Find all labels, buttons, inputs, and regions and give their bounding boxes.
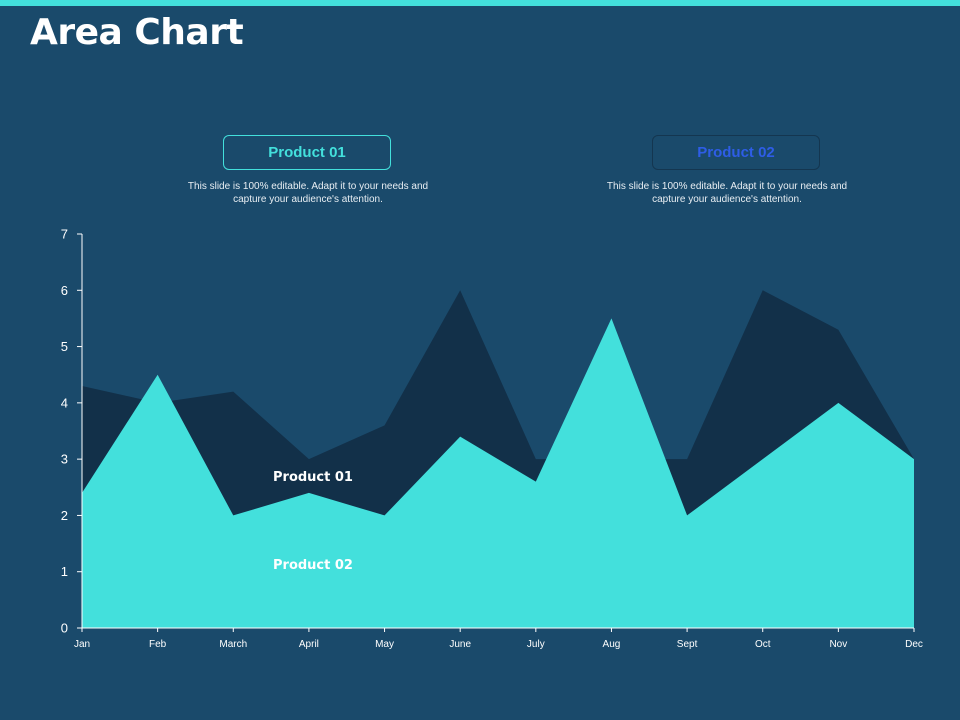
x-tick-label: June (449, 639, 471, 650)
chart-axes (77, 233, 915, 632)
legend-product-01: Product 01 (223, 135, 391, 170)
legend-product-02: Product 02 (652, 135, 820, 170)
x-tick-label: Aug (603, 639, 621, 650)
y-axis-tick-labels: 0 1 2 3 4 5 6 7 (61, 227, 68, 636)
chart-areas (82, 290, 914, 628)
x-tick-label: Jan (74, 639, 90, 650)
x-tick-label: Oct (755, 639, 771, 650)
x-tick-label: Sept (677, 639, 698, 650)
x-tick-label: Nov (829, 639, 847, 650)
x-tick-label: Dec (905, 639, 923, 650)
y-tick-label: 1 (61, 564, 68, 579)
y-tick-label: 6 (61, 283, 68, 298)
legend-product-01-description: This slide is 100% editable. Adapt it to… (187, 181, 429, 205)
series-label-1: Product 01 (273, 470, 353, 485)
x-tick-label: April (299, 639, 319, 650)
x-tick-label: May (375, 639, 394, 650)
area-series-2 (82, 318, 914, 628)
y-tick-label: 0 (61, 621, 68, 636)
x-tick-label: July (527, 639, 545, 650)
y-tick-label: 4 (61, 395, 68, 410)
x-tick-label: March (219, 639, 247, 650)
top-accent-bar (0, 0, 960, 6)
y-tick-label: 5 (61, 339, 68, 354)
y-tick-label: 2 (61, 508, 68, 523)
legend-product-02-description: This slide is 100% editable. Adapt it to… (606, 181, 848, 205)
x-axis-tick-labels: Jan Feb March April May June July Aug Sept Oct Nov… (74, 639, 923, 650)
y-tick-label: 3 (61, 452, 68, 467)
series-labels: Product 01 Product 02 (273, 470, 353, 573)
page-title: Area Chart (30, 12, 244, 53)
x-tick-label: Feb (149, 639, 167, 650)
series-label-2: Product 02 (273, 558, 353, 573)
y-tick-label: 7 (61, 227, 68, 242)
